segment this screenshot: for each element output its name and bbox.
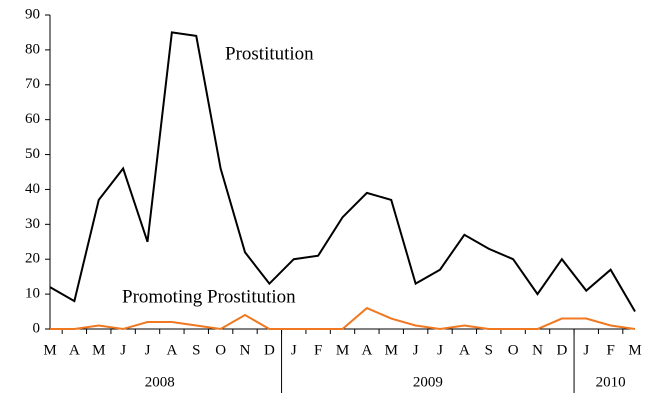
x-tick-label: D [556, 342, 567, 358]
y-tick-label: 80 [25, 41, 40, 57]
y-tick-label: 60 [25, 111, 40, 127]
x-tick-label: S [485, 342, 493, 358]
x-tick-label: J [291, 342, 297, 358]
x-tick-label: J [413, 342, 419, 358]
series-annotation: Promoting Prostitution [122, 286, 296, 307]
y-tick-label: 70 [25, 76, 40, 92]
x-tick-label: O [215, 342, 226, 358]
group-label: 2008 [145, 374, 175, 390]
x-tick-label: N [240, 342, 251, 358]
x-tick-label: M [92, 342, 105, 358]
x-tick-label: F [314, 342, 322, 358]
series-annotation: Prostitution [225, 43, 314, 64]
y-tick-label: 40 [25, 181, 40, 197]
x-tick-label: J [120, 342, 126, 358]
x-tick-label: A [361, 342, 372, 358]
y-tick-label: 90 [25, 6, 40, 22]
series-line [49, 31, 636, 313]
y-tick-label: 10 [25, 286, 40, 302]
group-label: 2009 [413, 374, 443, 390]
y-tick-label: 30 [25, 216, 40, 232]
x-tick-label: M [385, 342, 398, 358]
x-tick-label: A [69, 342, 80, 358]
x-tick-label: S [192, 342, 200, 358]
x-tick-label: D [264, 342, 275, 358]
y-tick-label: 0 [33, 320, 41, 336]
x-tick-label: M [628, 342, 641, 358]
series-line [50, 306, 636, 331]
x-tick-label: M [43, 342, 56, 358]
y-tick-label: 20 [25, 251, 40, 267]
x-tick-label: J [583, 342, 589, 358]
group-label: 2010 [596, 374, 626, 390]
y-tick-label: 50 [25, 146, 40, 162]
x-tick-label: F [606, 342, 614, 358]
x-tick-label: M [336, 342, 349, 358]
x-tick-label: O [508, 342, 519, 358]
x-tick-label: A [459, 342, 470, 358]
x-tick-label: N [532, 342, 543, 358]
x-tick-label: A [166, 342, 177, 358]
x-tick-label: J [437, 342, 443, 358]
x-tick-label: J [145, 342, 151, 358]
